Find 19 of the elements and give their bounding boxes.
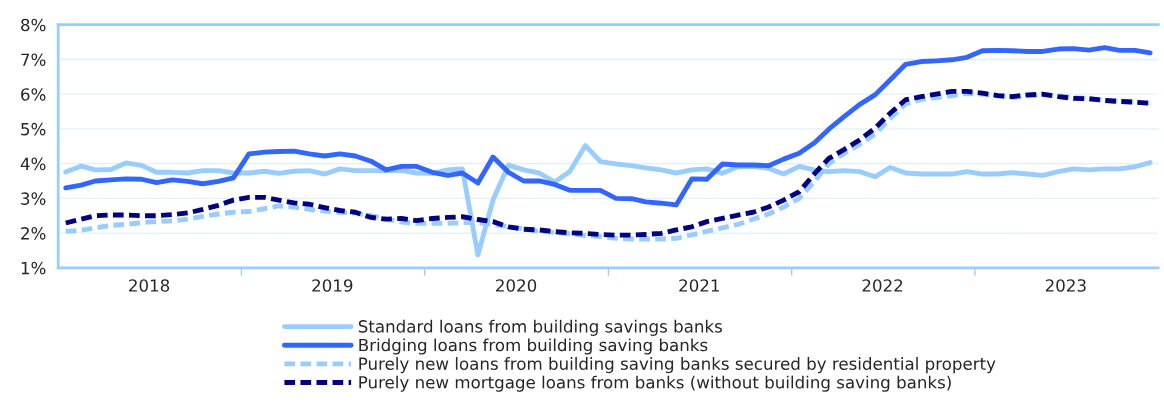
line-series <box>63 45 1153 208</box>
y-tick-label: 5% <box>21 122 46 136</box>
legend-label: Purely new loans from building saving banks secured by residential property <box>359 357 996 374</box>
x-tick-label: 2021 <box>679 279 719 292</box>
legend-label: Bridging loans from building saving banks <box>359 338 708 355</box>
y-tick-label: 3% <box>21 192 46 205</box>
y-tick-label: 2% <box>21 227 46 240</box>
x-tick-label: 2019 <box>312 279 353 292</box>
legend-label: Standard loans from building savings banks <box>358 319 722 336</box>
x-tick-label: 2018 <box>129 279 170 292</box>
x-tick-label: 2020 <box>496 279 537 292</box>
legend-label: Purely new mortgage loans from banks (without building saving banks) <box>359 375 951 392</box>
x-tick-label: 2023 <box>1045 279 1086 292</box>
y-tick-label: 4% <box>20 157 46 171</box>
x-tick-label: 2022 <box>862 279 903 292</box>
y-tick-label: 8% <box>21 18 46 32</box>
y-tick-label: 1% <box>21 261 46 275</box>
y-tick-label: 6% <box>21 88 46 101</box>
y-tick-label: 7% <box>21 53 46 67</box>
